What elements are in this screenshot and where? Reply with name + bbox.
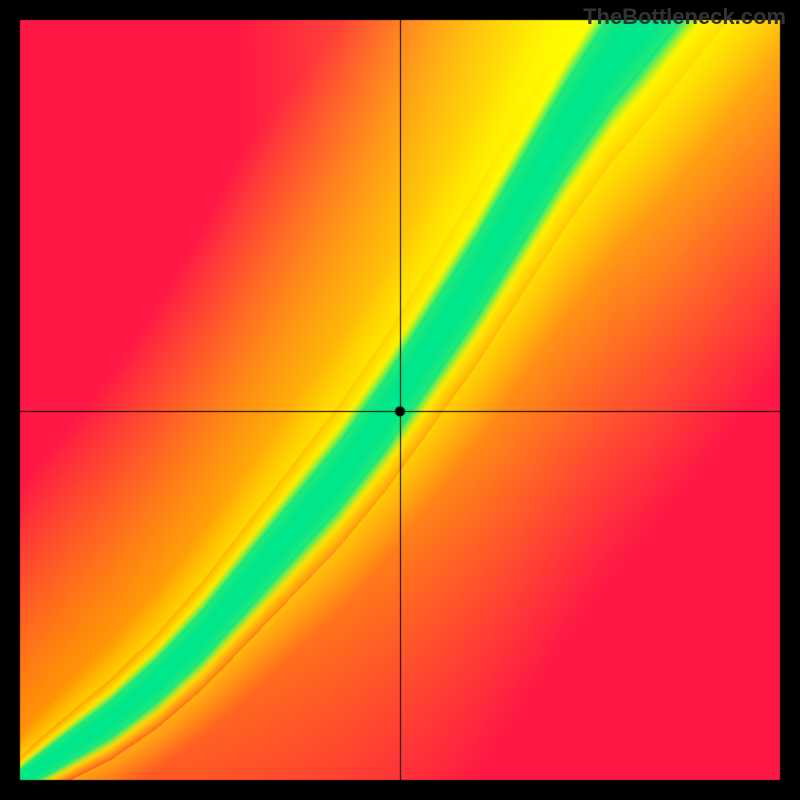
bottleneck-heatmap-canvas xyxy=(0,0,800,800)
chart-container: TheBottleneck.com xyxy=(0,0,800,800)
watermark-text: TheBottleneck.com xyxy=(583,4,786,30)
